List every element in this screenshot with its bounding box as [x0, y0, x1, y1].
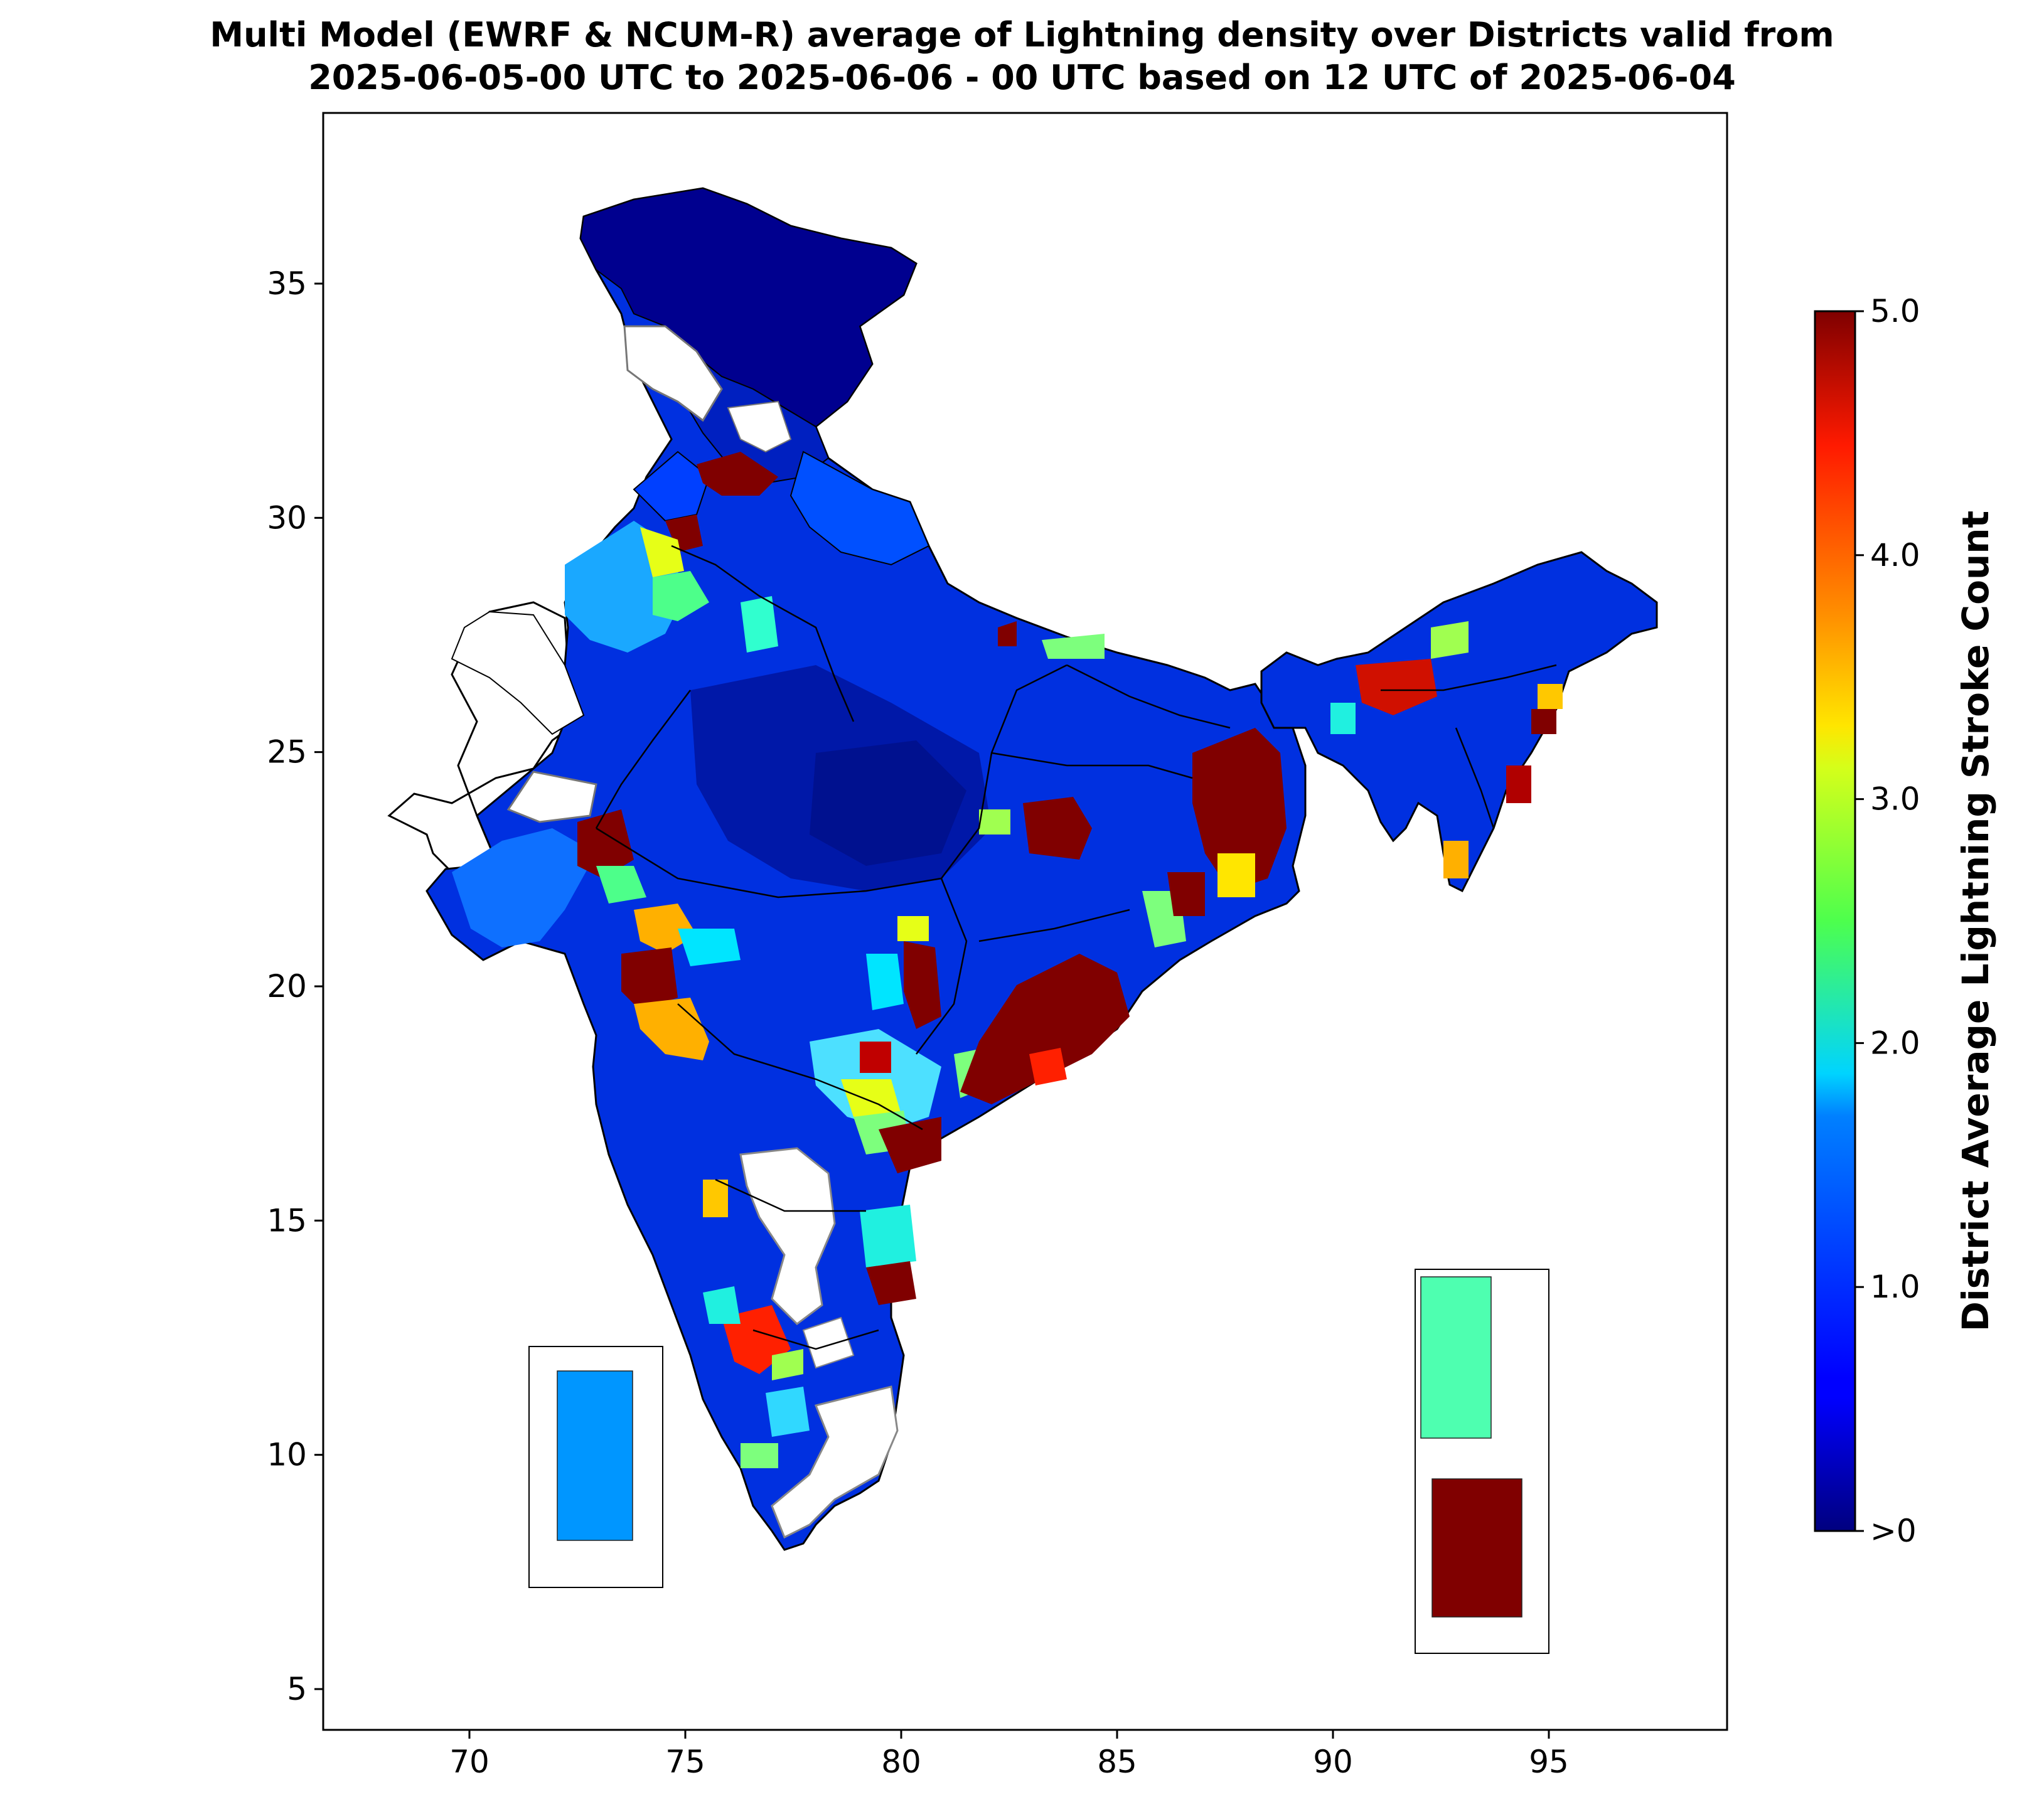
india-northeast	[1260, 551, 1658, 893]
nodata-karnataka	[739, 1147, 836, 1325]
zone-orange-marathwada	[634, 998, 709, 1060]
colorbar-tick-label: 1.0	[1870, 1269, 1920, 1305]
zone-yellow-north	[640, 527, 684, 577]
x-tick-label: 70	[449, 1744, 490, 1780]
zone-green-nagaland	[1431, 621, 1469, 659]
hotspot-mizoram	[1506, 765, 1531, 803]
x-tick-label: 90	[1313, 1744, 1353, 1780]
colorbar	[1814, 310, 1856, 1532]
title-line-2: 2025-06-05-00 UTC to 2025-06-06 - 00 UTC…	[308, 58, 1736, 97]
zone-cyan-vidarbha	[866, 954, 904, 1010]
hotspot-maharashtra	[621, 947, 678, 1010]
colorbar-title: District Average Lightning Stroke Count	[1954, 511, 1997, 1332]
colorbar-tick-label: >0	[1870, 1513, 1917, 1549]
zone-green-gujarat	[596, 866, 646, 904]
zone-cyan-ap	[860, 1205, 916, 1267]
zone-cyan-kerala	[766, 1387, 810, 1437]
title-line-1: Multi Model (EWRF & NCUM-R) average of L…	[210, 15, 1834, 55]
hotspot-vidarbha	[904, 941, 941, 1029]
y-axis: 35 30 25 20 15 10 5	[267, 265, 323, 1707]
hotspot-bihar	[998, 621, 1017, 646]
y-tick-label: 30	[267, 499, 307, 536]
nodata-tamilnadu	[802, 1316, 855, 1369]
y-tick-label: 35	[267, 265, 307, 302]
zone-yellow-manipur	[1538, 684, 1563, 709]
y-tick-label: 15	[267, 1202, 307, 1239]
state-borders	[595, 545, 1557, 1350]
nodata-himachal	[727, 400, 792, 453]
zone-yellow-vidarbha	[897, 916, 929, 941]
region-punjab	[633, 451, 710, 522]
x-tick-label: 85	[1097, 1744, 1137, 1780]
hotspot-punjab	[697, 452, 778, 496]
zone-cyan-karnataka	[703, 1286, 741, 1324]
zone-cyan-maharashtra	[678, 929, 741, 966]
zone-yellow-karnataka	[703, 1180, 728, 1217]
hotspot-odisha	[960, 954, 1130, 1104]
colorbar-ticks: 5.0 4.0 3.0 2.0 1.0 >0	[1855, 293, 1920, 1549]
zone-green-bihar	[1042, 634, 1105, 659]
zone-green-north	[653, 571, 709, 621]
zone-yellow-bengal	[1217, 853, 1255, 897]
nodata-gujarat	[506, 771, 597, 823]
nodata-ladakh-west	[623, 325, 723, 422]
zone-green-chhattisgarh	[979, 809, 1010, 835]
region-mp-deep	[810, 740, 966, 866]
zone-green-kerala	[741, 1443, 778, 1468]
inset-nicobar-fill	[1431, 1478, 1522, 1618]
zone-green-karnataka	[772, 1349, 803, 1380]
zone-red-odisha	[1029, 1048, 1067, 1085]
hotspot-ap-south	[866, 1261, 916, 1305]
x-tick-label: 80	[881, 1744, 921, 1780]
region-north	[579, 187, 918, 428]
nodata-kerala-south	[771, 1385, 899, 1539]
hotspot-gujarat	[577, 809, 634, 878]
x-tick-label: 75	[665, 1744, 705, 1780]
colorbar-tick-label: 5.0	[1870, 293, 1920, 329]
hotspot-odisha-north	[1167, 872, 1205, 916]
x-axis: 70 75 80 85 90 95	[449, 1730, 1569, 1780]
y-tick-label: 5	[287, 1671, 307, 1707]
hotspot-manipur	[1531, 709, 1556, 734]
x-tick-label: 95	[1529, 1744, 1569, 1780]
chart-title: Multi Model (EWRF & NCUM-R) average of L…	[0, 14, 2044, 99]
zone-cyan-assam	[1330, 703, 1356, 734]
inset-andaman-fill	[1420, 1276, 1492, 1439]
zone-orange-tripura	[1443, 841, 1469, 878]
zone-cyan-rajasthan	[741, 596, 778, 653]
colorbar-tick-label: 4.0	[1870, 537, 1920, 573]
zone-orange-maharashtra	[634, 904, 697, 954]
hotspot-telangana	[860, 1042, 891, 1073]
colorbar-tick-label: 2.0	[1870, 1025, 1920, 1061]
hotspot-bengal	[1192, 728, 1287, 891]
inset-lakshadweep-fill	[557, 1370, 633, 1541]
hotspot-jharkhand	[1023, 797, 1092, 860]
hotspot-meghalaya	[1356, 659, 1437, 715]
nodata-rajasthan-west	[451, 611, 585, 735]
y-tick-label: 25	[267, 734, 307, 771]
y-tick-label: 20	[267, 968, 307, 1005]
colorbar-tick-label: 3.0	[1870, 781, 1920, 818]
hotspot-ap-north	[879, 1117, 941, 1173]
y-tick-label: 10	[267, 1437, 307, 1473]
region-gujarat	[452, 828, 596, 947]
region-uttarakhand	[789, 451, 930, 566]
